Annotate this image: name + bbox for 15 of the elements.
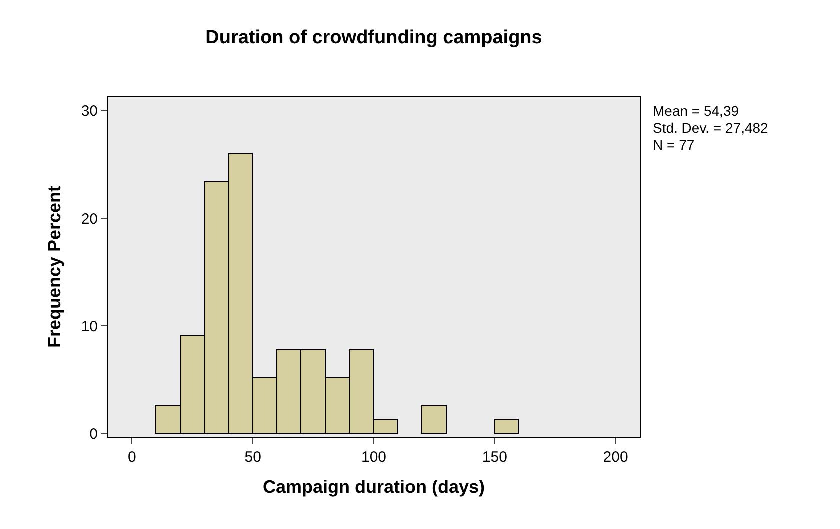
x-axis-title: Campaign duration (days) — [262, 477, 486, 498]
y-tick-label: 20 — [81, 210, 98, 228]
text: Std. Dev. = 27,482 — [653, 120, 769, 136]
y-tick-label: 10 — [81, 318, 98, 336]
x-tick-label: 100 — [361, 449, 387, 466]
text: N = 77 — [653, 137, 695, 153]
x-tick-label: 50 — [244, 449, 262, 466]
x-tick-label: 0 — [128, 449, 136, 466]
y-axis-title: Frequency Percent — [44, 186, 65, 348]
x-tick-label: 200 — [603, 449, 628, 466]
x-tick-label: 150 — [482, 449, 508, 466]
y-tick-label: 0 — [90, 426, 98, 444]
y-tick-label: 30 — [81, 103, 98, 120]
text: Mean = 54,39 — [653, 103, 740, 119]
chart-title: Duration of crowdfunding campaigns — [206, 28, 542, 49]
